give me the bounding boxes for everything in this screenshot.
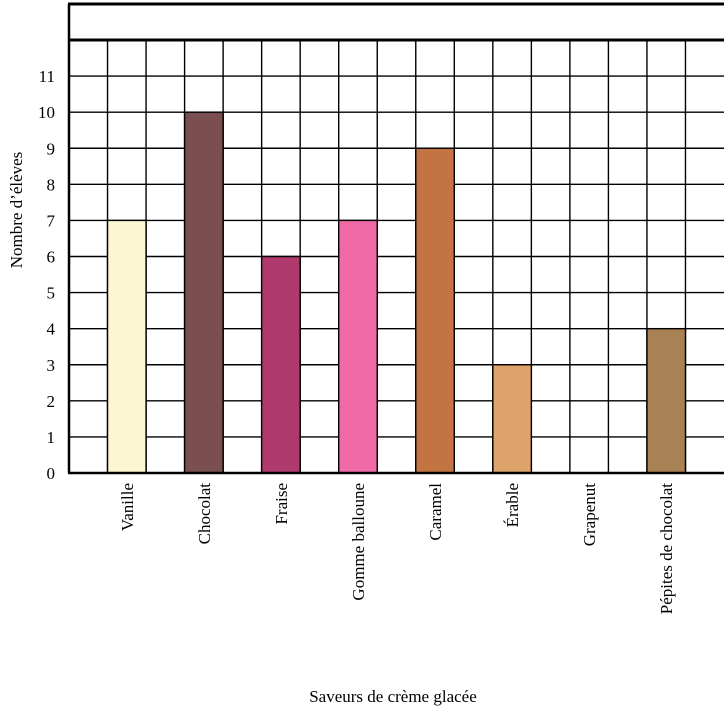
y-tick-label: 11 (39, 67, 55, 86)
x-tick-label: Chocolat (195, 483, 214, 545)
y-tick-label: 3 (47, 356, 56, 375)
y-tick-label: 5 (47, 284, 56, 303)
y-tick-label: 7 (47, 211, 56, 230)
y-tick-label: 10 (38, 103, 55, 122)
y-tick-label: 4 (47, 320, 56, 339)
bar-caramel (415, 147, 455, 474)
bar-chocolat (183, 111, 224, 474)
x-tick-labels: Vanille Chocolat Fraise Gomme balloune Caram… (118, 483, 676, 615)
x-tick-label: Vanille (118, 483, 137, 531)
bar-pépites-de-chocolat (646, 327, 687, 474)
x-tick-label: Érable (503, 483, 522, 527)
chart-frame (67, 2, 724, 475)
bar-vanille (106, 219, 147, 474)
bars (106, 111, 687, 474)
x-tick-label: Caramel (426, 483, 445, 541)
x-axis-title: Saveurs de crème glacée (309, 687, 477, 706)
x-tick-label: Pépites de chocolat (657, 483, 676, 615)
y-tick-label: 9 (47, 139, 56, 158)
y-tick-label: 2 (47, 392, 56, 411)
y-tick-label: 0 (47, 464, 56, 483)
y-tick-label: 1 (47, 428, 56, 447)
bar-érable (492, 364, 533, 474)
y-tick-label: 8 (47, 175, 56, 194)
x-tick-label: Grapenut (580, 483, 599, 547)
bar-fraise (260, 255, 301, 474)
grid (69, 40, 724, 473)
y-tick-labels: 0 1 2 3 4 5 6 7 8 9 10 11 (38, 67, 56, 483)
x-tick-label: Fraise (272, 483, 291, 525)
bar-gomme-balloune (338, 219, 378, 474)
y-tick-label: 6 (47, 248, 56, 267)
y-axis-title: Nombre d’élèves (7, 152, 26, 269)
x-tick-label: Gomme balloune (349, 483, 368, 601)
